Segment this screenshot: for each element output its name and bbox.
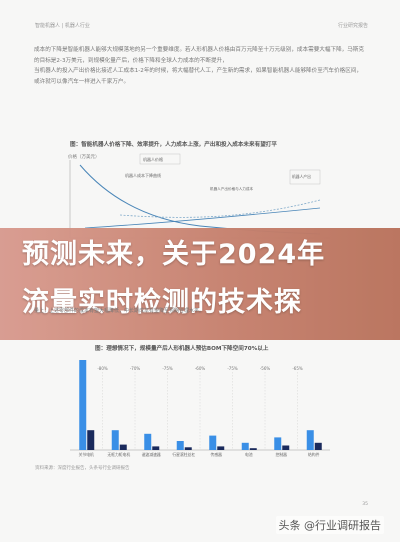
page-header-left: 智能机器人 | 机器人行业	[35, 23, 90, 29]
category-label-2: 谐波减速器	[142, 452, 161, 457]
category-label-3: 行星滚柱丝杠	[172, 452, 195, 457]
category-label-4: 传感器	[211, 452, 223, 457]
bar-current-7	[306, 430, 314, 450]
intro-paragraph: 成本的下降是智能机器人能够大规模落地的另一个重要维度。若人形机器人价格由百万元降…	[34, 47, 365, 85]
reduction-annotation-6: -65%	[292, 366, 303, 371]
bar-mass-production-6	[282, 445, 290, 450]
bom-bar-chart: 关节电机 -80% 无框力矩电机 -70% 谐波减速器 -75% 行星滚柱丝杠 -60% 传感器…	[70, 360, 330, 457]
label-robot-cost: 机器人成本下降曲线	[125, 172, 161, 178]
robot-price-curve	[79, 164, 321, 235]
reduction-annotation-2: -75%	[162, 366, 173, 371]
reduction-annotation-1: -70%	[130, 366, 141, 371]
bar-mass-production-1	[119, 444, 127, 450]
bar-mass-production-0	[87, 430, 95, 450]
label-right: 机器人产出	[292, 174, 311, 179]
mid-paragraph: 量上，上述零部件的成本有望大幅降低，中长期成本有望降至预期合理水平。	[34, 308, 205, 314]
category-label-5: 电池	[245, 452, 253, 457]
reduction-annotation-5: -56%	[260, 366, 271, 371]
reduction-annotation-0: -80%	[97, 366, 108, 371]
bar-current-3	[176, 441, 184, 450]
source-note: 资料来源：深度行业报告，头条号行业调研报告	[35, 466, 130, 471]
bar-current-5	[241, 442, 249, 450]
watermark: 头条 @行业调研报告	[275, 516, 384, 534]
bar-current-2	[144, 433, 152, 450]
labor-cost-curve	[84, 207, 321, 229]
bar-mass-production-7	[314, 442, 322, 450]
bar-current-1	[111, 430, 119, 450]
category-label-7: 结构件	[308, 452, 320, 457]
bar-mass-production-5	[249, 448, 257, 450]
label-robot-price: 机器人价格	[143, 156, 163, 162]
bar-current-4	[209, 435, 217, 450]
reduction-annotation-4: -75%	[227, 366, 238, 371]
bar-mass-production-4	[217, 446, 225, 450]
banner-line-1: 预测未来，关于2024年	[22, 239, 326, 270]
category-label-6: 控制器	[276, 452, 288, 457]
robot-output-curve	[119, 199, 321, 218]
reduction-annotation-3: -60%	[195, 366, 206, 371]
page-number: 35	[362, 502, 368, 507]
chart1-title: 图：智能机器人价格下降、效率提升，人力成本上涨，产出和投入成本未来有望打平	[70, 142, 277, 148]
chart2-title: 图：理想情况下，规模量产后人形机器人预估BOM下降空间70%以上	[95, 346, 269, 352]
bar-mass-production-2	[152, 446, 160, 450]
category-label-1: 无框力矩电机	[107, 452, 130, 457]
bar-mass-production-3	[184, 447, 192, 450]
label-crossover: 机器人产出价格与人力成本	[210, 186, 254, 191]
bar-current-6	[274, 437, 282, 450]
bar-current-0	[79, 360, 87, 450]
title-banner: 预测未来，关于2024年 流量实时检测的技术探	[0, 228, 400, 340]
page-header-right: 行业研究报告	[337, 23, 368, 29]
banner-line-2: 流量实时检测的技术探	[22, 287, 302, 318]
category-label-0: 关节电机	[79, 452, 94, 457]
chart1-ylabel: 价格（万美元）	[68, 153, 100, 160]
